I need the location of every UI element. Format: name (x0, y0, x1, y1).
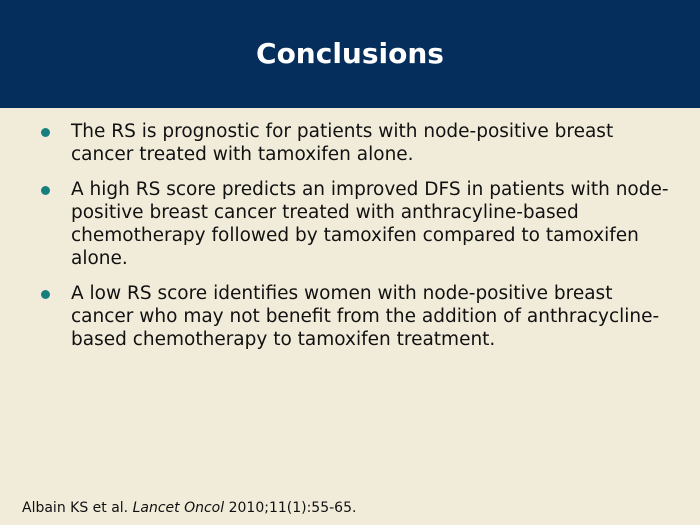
conclusion-bullet: The RS is prognostic for patients with n… (40, 120, 680, 166)
citation-authors: Albain KS et al. (22, 500, 129, 516)
citation: Albain KS et al. Lancet Oncol 2010;11(1)… (22, 499, 356, 517)
slide-title: Conclusions (256, 37, 444, 70)
bullet-text: A high RS score predicts an improved DFS… (71, 179, 669, 269)
conclusion-bullet: A high RS score predicts an improved DFS… (40, 178, 680, 270)
bullet-text: The RS is prognostic for patients with n… (71, 121, 614, 165)
title-bar: Conclusions (0, 0, 700, 108)
citation-details: 2010;11(1):55-65. (228, 500, 357, 516)
conclusion-bullet: A low RS score identifies women with nod… (40, 282, 680, 351)
bullet-dot-icon (41, 128, 50, 137)
bullet-dot-icon (41, 186, 50, 195)
conclusion-list: The RS is prognostic for patients with n… (40, 120, 680, 363)
citation-journal: Lancet Oncol (132, 500, 225, 516)
bullet-text: A low RS score identifies women with nod… (71, 283, 660, 350)
bullet-dot-icon (41, 290, 50, 299)
